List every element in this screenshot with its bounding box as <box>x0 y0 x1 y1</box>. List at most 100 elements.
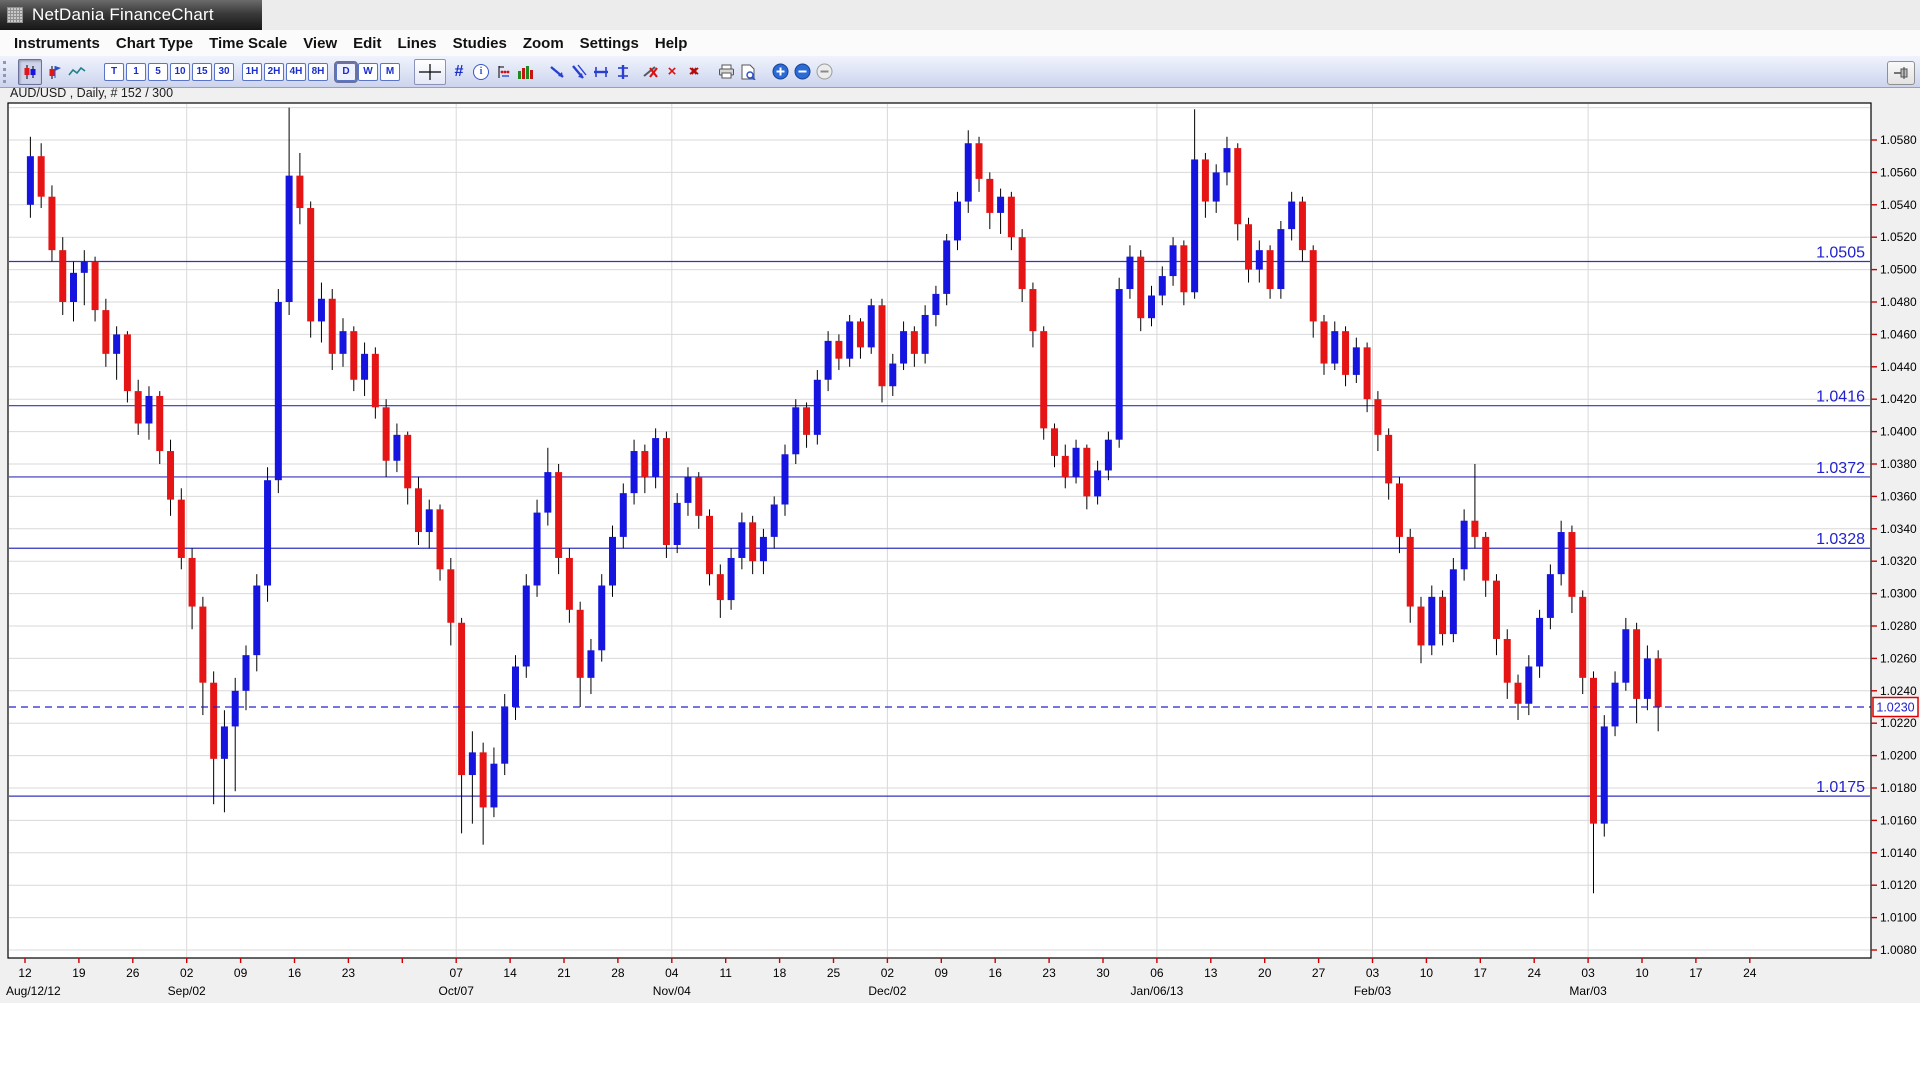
timeframe-button-1h[interactable]: 1H <box>242 62 262 81</box>
plot-border <box>7 102 1872 959</box>
svg-text:10: 10 <box>1635 966 1649 980</box>
volume-button[interactable] <box>516 61 534 83</box>
timeframe-button-1[interactable]: 1 <box>126 62 146 81</box>
info-icon: i <box>473 63 489 80</box>
grid-hash-icon: # <box>454 62 464 80</box>
svg-text:10: 10 <box>1420 966 1434 980</box>
price-level-button[interactable] <box>494 61 512 83</box>
menu-item-chart-type[interactable]: Chart Type <box>115 34 194 52</box>
svg-text:Jan/06/13: Jan/06/13 <box>1131 984 1184 998</box>
toolbar-drag-handle[interactable] <box>3 60 10 83</box>
plot-background <box>8 103 1871 958</box>
print-button[interactable] <box>717 61 735 83</box>
timeframe-button-10[interactable]: 10 <box>170 62 190 81</box>
delete-all-icon: ×× <box>688 63 699 80</box>
svg-text:1.0580: 1.0580 <box>1880 133 1917 147</box>
line-chart-button[interactable] <box>68 61 86 83</box>
crosshair-icon <box>419 63 441 80</box>
svg-text:03: 03 <box>1366 966 1380 980</box>
delete-selected-button[interactable]: × <box>663 61 681 83</box>
svg-text:1.0560: 1.0560 <box>1880 165 1917 179</box>
vertical-line-tool-button[interactable] <box>614 61 632 83</box>
zoom-reset-button[interactable] <box>815 61 833 83</box>
window-titlebar: NetDania FinanceChart <box>0 0 262 30</box>
delete-line-button[interactable] <box>641 61 659 83</box>
svg-text:18: 18 <box>773 966 787 980</box>
svg-text:1.0080: 1.0080 <box>1880 943 1917 957</box>
window-title: NetDania FinanceChart <box>32 5 214 24</box>
sr-level-label: 1.0175 <box>1816 779 1865 796</box>
print-preview-icon <box>741 64 756 80</box>
footer-area <box>0 1003 1920 1080</box>
svg-text:Feb/03: Feb/03 <box>1354 984 1392 998</box>
zoom-in-button[interactable] <box>771 61 789 83</box>
horizontal-line-icon <box>594 66 608 77</box>
zoom-out-button[interactable] <box>793 61 811 83</box>
svg-text:17: 17 <box>1474 966 1488 980</box>
menu-item-time-scale[interactable]: Time Scale <box>209 34 288 52</box>
svg-text:1.0460: 1.0460 <box>1880 327 1917 341</box>
menu-item-instruments[interactable]: Instruments <box>14 34 100 52</box>
menu-item-help[interactable]: Help <box>654 34 688 52</box>
candlestick-flag-chart-icon <box>49 65 61 79</box>
timeframe-button-m[interactable]: M <box>380 62 400 81</box>
timeframe-button-5[interactable]: 5 <box>148 62 168 81</box>
timeframe-button-t[interactable]: T <box>104 62 124 81</box>
timeframe-button-15[interactable]: 15 <box>192 62 212 81</box>
svg-text:1.0320: 1.0320 <box>1880 554 1917 568</box>
trendline-icon <box>550 65 564 78</box>
candlestick-chart-button[interactable] <box>18 58 42 85</box>
menu-item-zoom[interactable]: Zoom <box>522 34 564 52</box>
svg-text:06: 06 <box>1150 966 1164 980</box>
svg-text:14: 14 <box>503 966 517 980</box>
sr-level-label: 1.0416 <box>1816 389 1865 406</box>
svg-text:1.0480: 1.0480 <box>1880 295 1917 309</box>
svg-text:21: 21 <box>557 966 571 980</box>
svg-text:04: 04 <box>665 966 679 980</box>
instrument-label: AUD/USD , Daily, # 152 / 300 <box>10 86 174 100</box>
svg-text:1.0180: 1.0180 <box>1880 781 1917 795</box>
pin-panel-button[interactable] <box>1887 61 1915 85</box>
crosshair-button[interactable] <box>414 58 446 85</box>
svg-text:1.0120: 1.0120 <box>1880 878 1917 892</box>
info-button[interactable]: i <box>472 61 490 83</box>
svg-text:07: 07 <box>450 966 464 980</box>
svg-text:09: 09 <box>935 966 949 980</box>
delete-all-button[interactable]: ×× <box>685 61 703 83</box>
svg-text:Nov/04: Nov/04 <box>653 984 691 998</box>
timeframe-button-30[interactable]: 30 <box>214 62 234 81</box>
menu-item-edit[interactable]: Edit <box>353 34 382 52</box>
print-preview-button[interactable] <box>739 61 757 83</box>
menu-item-lines[interactable]: Lines <box>397 34 437 52</box>
grid-toggle-button[interactable]: # <box>450 61 468 83</box>
sr-level-label: 1.0328 <box>1816 531 1865 548</box>
svg-text:19: 19 <box>72 966 86 980</box>
timeframe-button-4h[interactable]: 4H <box>286 62 306 81</box>
svg-text:1.0520: 1.0520 <box>1880 230 1917 244</box>
svg-text:16: 16 <box>288 966 302 980</box>
svg-text:23: 23 <box>342 966 356 980</box>
svg-text:17: 17 <box>1689 966 1703 980</box>
menu-item-view[interactable]: View <box>303 34 338 52</box>
menu-item-settings[interactable]: Settings <box>579 34 639 52</box>
timeframe-button-w[interactable]: W <box>358 62 378 81</box>
y-axis: 1.0580 1.0560 1.0540 1.0520 1.0500 1.0480 1.04… <box>1871 133 1917 957</box>
pin-icon <box>1894 67 1908 79</box>
timeframe-button-2h[interactable]: 2H <box>264 62 284 81</box>
svg-text:1.0500: 1.0500 <box>1880 263 1917 277</box>
menu-item-studies[interactable]: Studies <box>452 34 507 52</box>
delete-line-icon <box>643 65 658 78</box>
svg-text:1.0360: 1.0360 <box>1880 489 1917 503</box>
channel-tool-button[interactable] <box>570 61 588 83</box>
trendline-tool-button[interactable] <box>548 61 566 83</box>
candlestick-flag-chart-button[interactable] <box>46 61 64 83</box>
timeframe-button-d[interactable]: D <box>334 60 358 83</box>
svg-text:1.0100: 1.0100 <box>1880 911 1917 925</box>
timeframe-button-8h[interactable]: 8H <box>308 62 328 81</box>
price-level-icon <box>498 65 510 78</box>
svg-text:27: 27 <box>1312 966 1326 980</box>
horizontal-line-tool-button[interactable] <box>592 61 610 83</box>
svg-text:Dec/02: Dec/02 <box>868 984 906 998</box>
volume-bars-icon <box>518 66 533 79</box>
